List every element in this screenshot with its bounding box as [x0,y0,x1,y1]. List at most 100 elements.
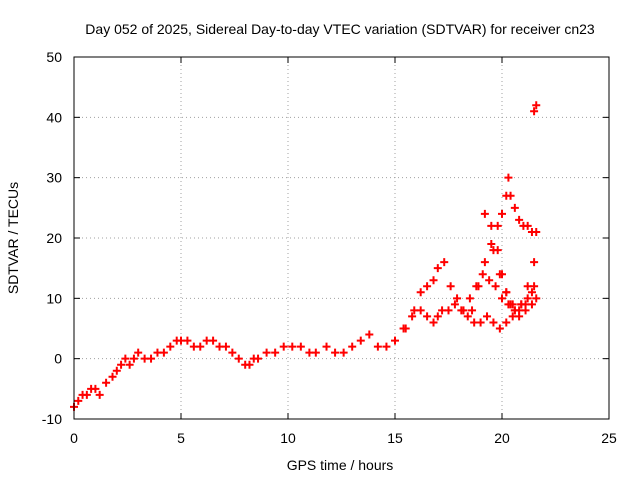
data-point [506,191,515,200]
data-point [444,306,453,315]
data-point [530,258,539,267]
data-point [527,288,536,297]
data-point [433,312,442,321]
data-point [476,318,485,327]
data-point [339,348,348,357]
data-point [532,101,541,110]
data-point [221,342,230,351]
data-point [108,372,117,381]
x-axis-label: GPS time / hours [287,457,394,473]
x-axis-ticks: 0 5 10 15 20 25 [70,57,617,446]
data-point [515,215,524,224]
data-point [504,173,513,182]
data-point [159,348,168,357]
data-point [485,276,494,285]
data-point [311,348,320,357]
data-point [121,354,130,363]
data-point [365,330,374,339]
chart-title: Day 052 of 2025, Sidereal Day-to-day VTE… [85,21,595,37]
data-point [480,258,489,267]
data-point [495,270,504,279]
data-point [502,288,511,297]
data-point [234,354,243,363]
data-point [502,318,511,327]
data-point [254,354,263,363]
data-point [498,209,506,218]
data-point [196,342,205,351]
data-point [166,342,175,351]
data-point [487,240,496,249]
data-point [401,324,410,333]
data-point [523,294,532,303]
y-tick-label: 10 [46,290,62,306]
data-point [382,342,391,351]
data-point [95,390,104,399]
data-point [279,342,288,351]
y-axis-ticks: -10 0 10 20 30 40 50 [42,49,609,427]
x-tick-label: 5 [177,430,185,446]
data-points [70,101,541,411]
data-point [478,270,487,279]
data-point [423,282,432,291]
series-descending-branch [489,246,536,315]
data-point [498,294,506,303]
data-point [134,348,143,357]
data-point [491,282,500,291]
x-tick-label: 10 [280,430,296,446]
y-tick-label: -10 [42,411,62,427]
data-point [459,306,468,315]
grid [74,57,609,419]
y-axis-label: SDTVAR / TECUs [5,182,21,294]
data-point [453,294,462,303]
data-point [463,312,472,321]
x-tick-label: 20 [494,430,510,446]
data-point [102,378,111,387]
y-tick-label: 50 [46,49,62,65]
data-point [429,318,438,327]
data-point [129,354,138,363]
data-point [288,342,297,351]
data-point [523,282,532,291]
data-point [530,107,539,116]
data-point [348,342,357,351]
data-point [480,209,489,218]
data-point [487,221,496,230]
series-rising-branch [468,173,541,315]
data-point [521,300,530,309]
data-point [331,348,340,357]
data-point [245,360,254,369]
data-point [532,227,541,236]
data-point [91,384,100,393]
data-point [117,360,126,369]
data-point [408,312,417,321]
data-point [112,366,121,375]
y-tick-label: 0 [54,351,62,367]
data-point [510,203,519,212]
data-point [416,288,425,297]
data-point [356,336,365,345]
data-point [271,348,280,357]
x-tick-label: 15 [387,430,403,446]
data-point [440,258,449,267]
x-tick-label: 0 [70,430,78,446]
data-point [262,348,271,357]
series-outlier [530,101,541,116]
series-main-trace [70,330,391,411]
data-point [532,294,541,303]
data-point [423,312,432,321]
data-point [468,306,477,315]
data-point [450,300,459,309]
data-point [433,264,442,273]
x-tick-label: 25 [601,430,617,446]
data-point [515,306,524,315]
data-point [147,354,156,363]
data-point [209,336,218,345]
data-point [465,294,474,303]
data-point [429,276,438,285]
y-tick-label: 20 [46,230,62,246]
data-point [483,312,492,321]
data-point [495,324,504,333]
data-point [125,360,134,369]
